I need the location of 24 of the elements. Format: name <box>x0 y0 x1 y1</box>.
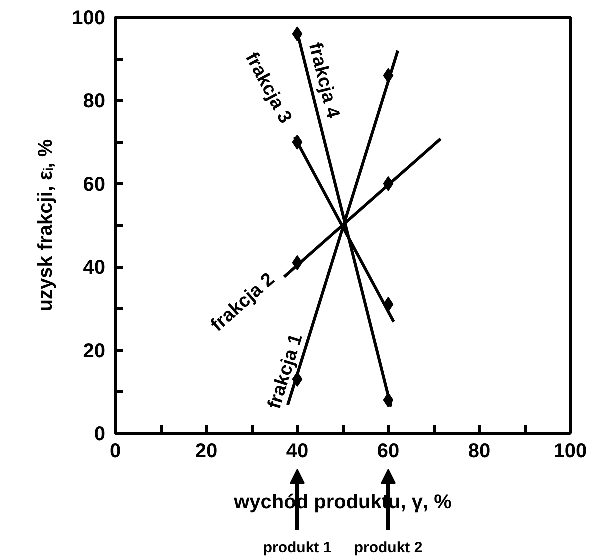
point <box>383 176 394 192</box>
text: frakcja 1 <box>264 331 308 412</box>
x-tick-label: 0 <box>110 440 122 462</box>
y-tick-label: 80 <box>83 90 106 113</box>
x-tick-label: 60 <box>377 440 400 462</box>
y-tick-label: 20 <box>83 340 106 362</box>
text: frakcja 4 <box>304 40 344 122</box>
y-axis-title: uzysk frakcji, εᵢ, % <box>35 139 58 312</box>
y-tick-label: 60 <box>83 174 106 196</box>
x-tick-label: 80 <box>468 440 491 462</box>
y-tick-label: 40 <box>83 257 106 280</box>
point <box>292 26 303 42</box>
y-tick-label: 0 <box>94 424 106 446</box>
text: produkt 1 <box>263 540 332 556</box>
text: produkt 2 <box>354 540 423 556</box>
x-tick-label: 20 <box>195 440 218 462</box>
point <box>383 68 394 84</box>
x-tick-label: 40 <box>286 440 309 462</box>
point <box>383 297 394 312</box>
y-tick-label: 100 <box>72 8 106 30</box>
point <box>292 255 303 270</box>
point <box>292 134 303 150</box>
point <box>383 392 394 408</box>
x-tick-label: 100 <box>554 440 588 462</box>
